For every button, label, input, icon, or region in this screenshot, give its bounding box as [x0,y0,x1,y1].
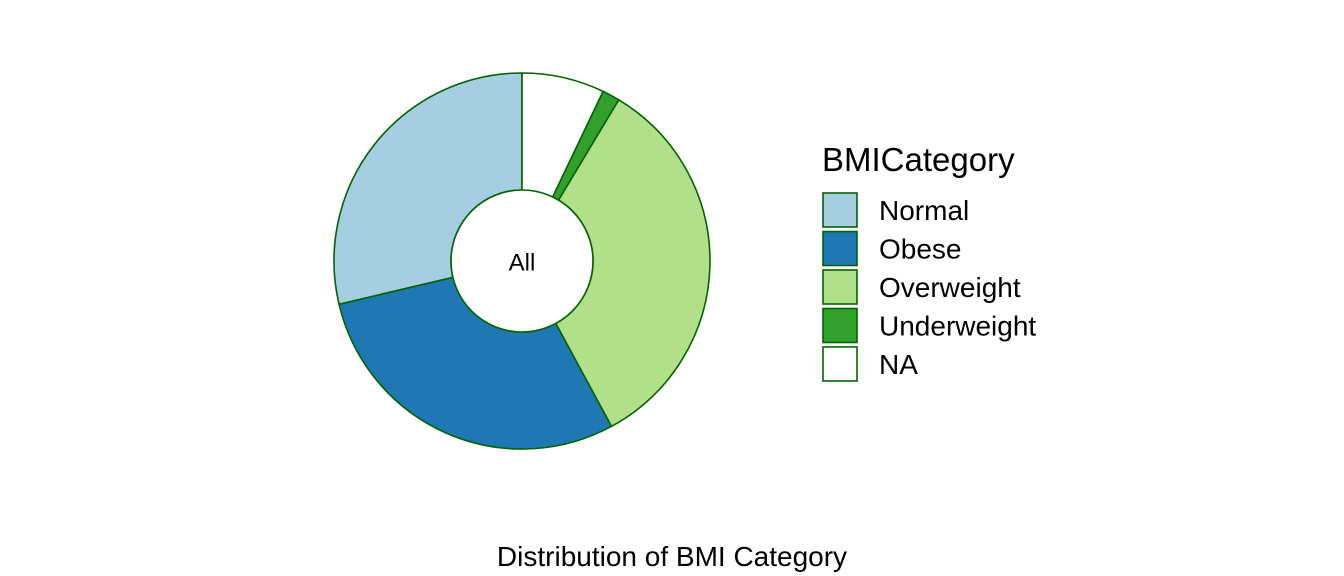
legend-key-na [822,346,858,382]
legend-label-underweight: Underweight [879,311,1036,342]
donut-slices [333,72,711,450]
legend-label-normal: Normal [879,195,969,226]
chart-caption: Distribution of BMI Category [497,541,847,572]
center-label: All [509,250,536,277]
legend-key-obese [822,230,858,267]
legend: BMICategory Normal Obese Overweight Underwe… [822,141,1036,382]
legend-label-overweight: Overweight [879,272,1021,303]
legend-label-na: NA [879,349,918,380]
donut-hole [450,189,594,333]
legend-key-normal [822,192,858,228]
legend-title: BMICategory [822,141,1015,178]
legend-key-underweight [822,307,858,344]
legend-items: Normal Obese Overweight Underweight NA [822,192,1036,382]
legend-label-obese: Obese [879,234,962,265]
legend-key-overweight [822,269,858,305]
